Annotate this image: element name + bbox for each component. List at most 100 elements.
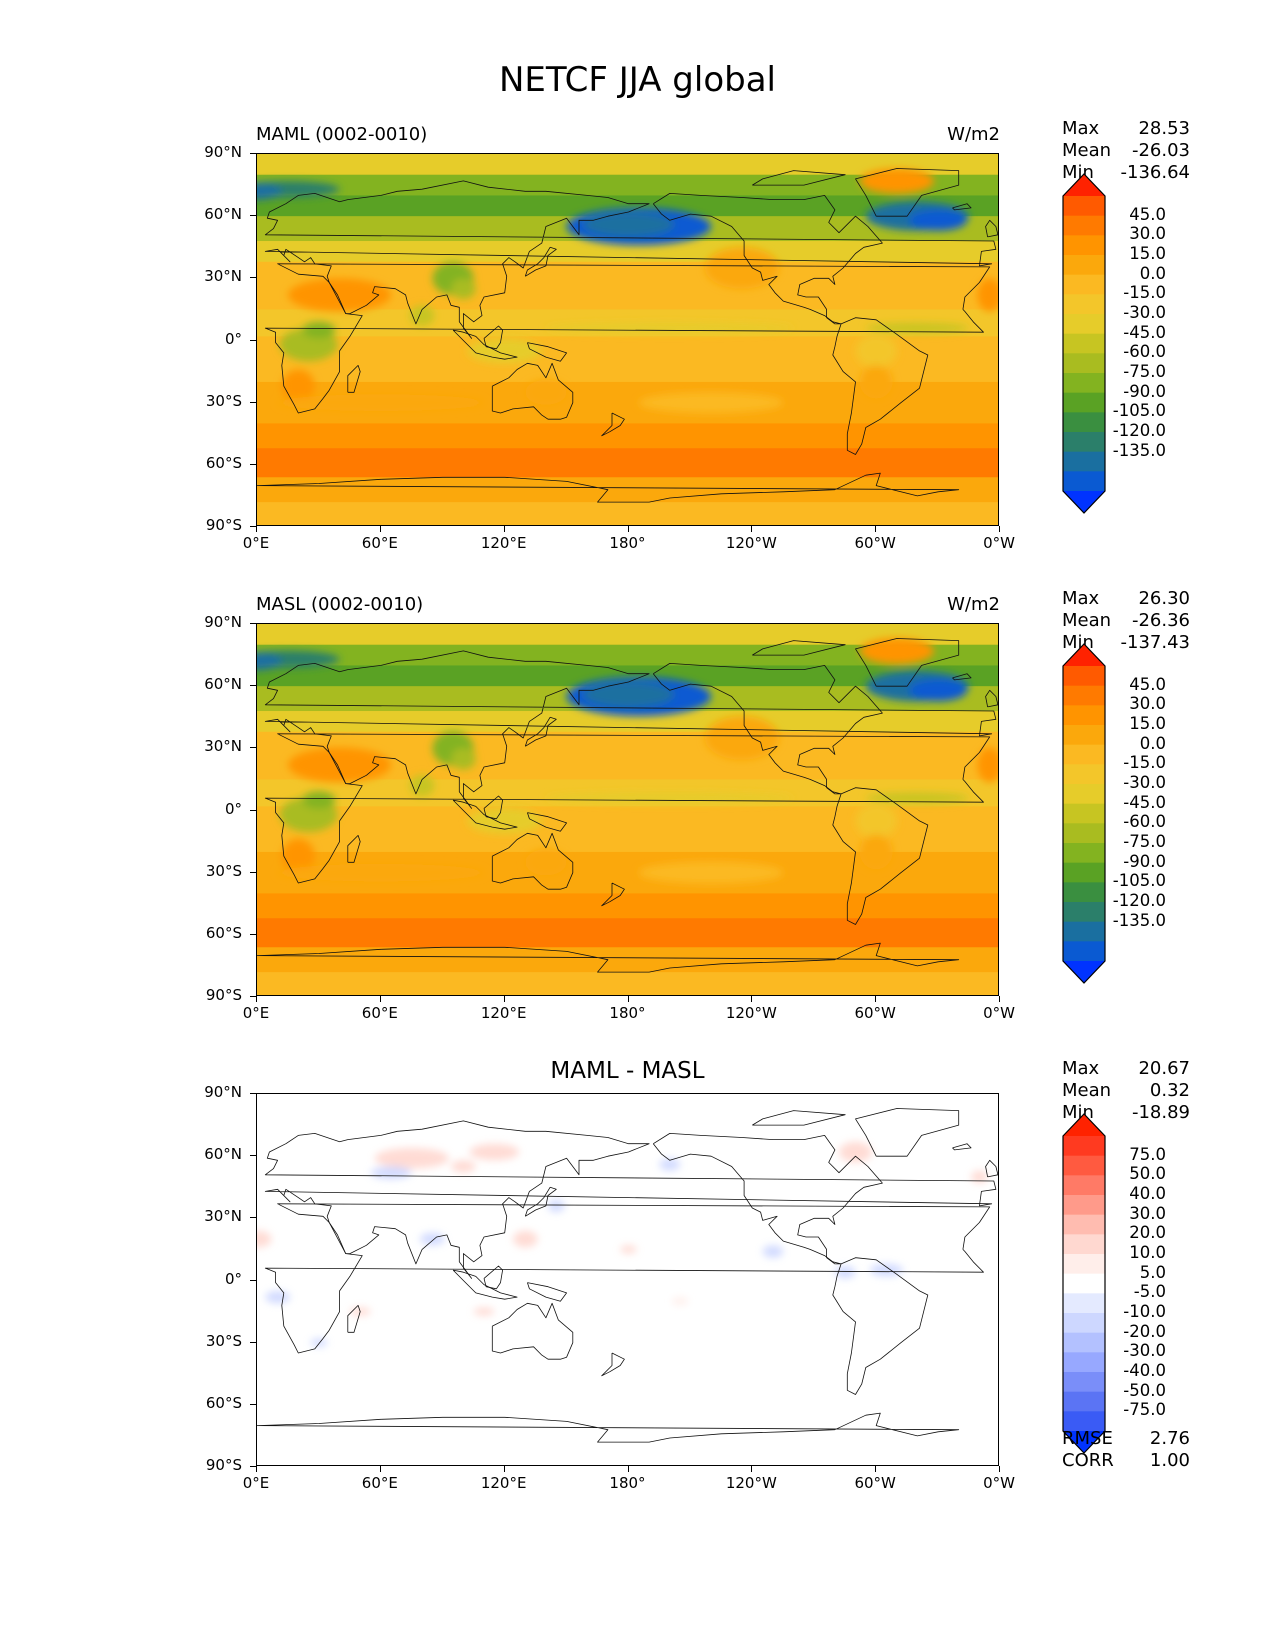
field-feature <box>909 679 967 702</box>
panel-3-y-tick-mark <box>250 1403 256 1405</box>
panel-1-y-tick: 60°N <box>204 205 242 224</box>
panel-2-x-tick: 0°E <box>242 1004 270 1022</box>
coastline <box>652 1133 883 1265</box>
colorbar-bin <box>1063 764 1105 785</box>
panel-1-x-tick: 60°W <box>854 534 896 552</box>
colorbar-tick-label: -75.0 <box>1123 362 1166 381</box>
diff-feature <box>257 1230 272 1248</box>
coastline <box>855 638 960 687</box>
coastline <box>985 1159 998 1178</box>
panel-1-colorbar <box>1062 173 1106 514</box>
diff-feature <box>671 1297 689 1306</box>
field-feature <box>467 807 542 834</box>
panel-3-x-tick-mark <box>999 1466 1000 1472</box>
panel-2-x-tick-mark <box>503 996 505 1002</box>
colorbar-bin <box>1063 1391 1105 1412</box>
panel-2-x-tick: 0°W <box>983 1004 1015 1022</box>
panel-3-y-tick: 0° <box>224 1269 242 1288</box>
panel-2-y-tick-mark <box>250 933 256 935</box>
colorbar-tick-label: -120.0 <box>1112 891 1166 910</box>
stat-value: 20.67 <box>1138 1058 1190 1079</box>
colorbar-bin <box>1063 471 1105 492</box>
panel-3-y-tick-mark <box>250 1279 256 1281</box>
panel-3-x-tick-mark <box>627 1466 629 1472</box>
colorbar-tick-label: -50.0 <box>1123 1380 1166 1400</box>
panel-2-x-tick: 120°W <box>725 1004 777 1022</box>
field-feature <box>704 247 780 289</box>
panel-2-y-tick-mark <box>250 809 256 811</box>
field-feature <box>859 168 934 194</box>
coastline <box>752 1110 846 1126</box>
panel-1-x-tick-mark <box>503 526 505 532</box>
colorbar-bin <box>1063 314 1105 335</box>
stat-name: Mean <box>1062 1080 1112 1101</box>
colorbar-tick-label: 50.0 <box>1129 1164 1166 1184</box>
colorbar-tick-label: 5.0 <box>1139 1262 1166 1282</box>
coastline <box>264 263 991 414</box>
colorbar-tick-label: -105.0 <box>1112 871 1166 891</box>
colorbar-tick-label: 75.0 <box>1129 1144 1166 1164</box>
colorbar-over-extension <box>1063 174 1105 196</box>
panel-3-title: MAML - MASL <box>550 1058 705 1084</box>
colorbar-bin <box>1063 744 1105 765</box>
field-band <box>257 644 998 666</box>
panel-3-map <box>256 1093 999 1466</box>
coastline <box>264 180 997 339</box>
stat-row-mean: Mean -26.03 <box>1062 140 1190 162</box>
panel-3-y-tick: 90°N <box>204 1083 242 1101</box>
colorbar-bin <box>1063 725 1105 746</box>
field-feature <box>277 394 485 411</box>
stat-row-max: Max 28.53 <box>1062 118 1190 140</box>
colorbar-bin <box>1063 353 1105 374</box>
field-band <box>257 195 998 217</box>
stat-name: Max <box>1062 1058 1100 1079</box>
field-feature <box>583 212 674 237</box>
panel-3-colorbar <box>1062 1113 1106 1454</box>
colorbar-tick-label: 40.0 <box>1129 1184 1166 1203</box>
panel-2-y-tick: 90°N <box>204 613 242 631</box>
panel-1-field <box>257 154 998 525</box>
field-feature <box>859 637 934 664</box>
colorbar-tick-label: 30.0 <box>1129 1203 1166 1223</box>
field-band <box>257 893 998 919</box>
panel-1-y-tick: 90°N <box>204 143 242 161</box>
panel-3-x-tick: 0°E <box>242 1474 270 1492</box>
coastline <box>855 1108 960 1157</box>
coastline <box>985 219 998 238</box>
panel-3-field <box>257 1094 998 1465</box>
panel-3-extra-stats: RMSE 2.76 CORR 1.00 <box>1062 1428 1190 1472</box>
field-feature <box>855 334 897 368</box>
field-band <box>257 241 998 263</box>
colorbar-under-extension <box>1063 961 1105 983</box>
field-band <box>257 423 998 449</box>
panel-2-x-tick-mark <box>379 996 381 1002</box>
field-feature <box>855 803 897 839</box>
panel-3-x-tick-mark <box>379 1466 381 1472</box>
panel-1-y-tick-mark <box>250 463 256 465</box>
colorbar-bin <box>1063 294 1105 315</box>
coastline <box>601 1352 625 1377</box>
panel-3-x-tick: 120°E <box>480 1474 527 1492</box>
panel-2-x-tick: 60°E <box>361 1004 398 1022</box>
panel-2-y-tick: 30°S <box>205 861 242 880</box>
colorbar-tick-label: 15.0 <box>1129 244 1166 263</box>
field-feature <box>281 838 315 874</box>
panel-3-y-tick-mark <box>250 1155 256 1157</box>
panel-3-y-tick: 30°S <box>205 1331 242 1350</box>
colorbar-bin <box>1063 705 1105 726</box>
panel-3-y-tick-mark <box>250 1093 256 1094</box>
colorbar-tick-label: 30.0 <box>1129 224 1166 244</box>
colorbar-tick-label: 30.0 <box>1129 694 1166 714</box>
colorbar-bin <box>1063 274 1105 295</box>
colorbar-bin <box>1063 803 1105 824</box>
panel-2-y-tick: 0° <box>224 799 242 818</box>
coastline <box>524 246 557 277</box>
panel-2-y-tick: 60°S <box>205 923 242 942</box>
colorbar-bin <box>1063 1352 1105 1373</box>
panel-3-x-tick: 0°W <box>983 1474 1015 1492</box>
panel-2-x-tick-mark <box>999 996 1000 1002</box>
colorbar-bin <box>1063 862 1105 883</box>
colorbar-tick-label: -45.0 <box>1123 792 1166 812</box>
panel-1-units: W/m2 <box>947 124 1000 145</box>
coastline <box>347 365 361 393</box>
